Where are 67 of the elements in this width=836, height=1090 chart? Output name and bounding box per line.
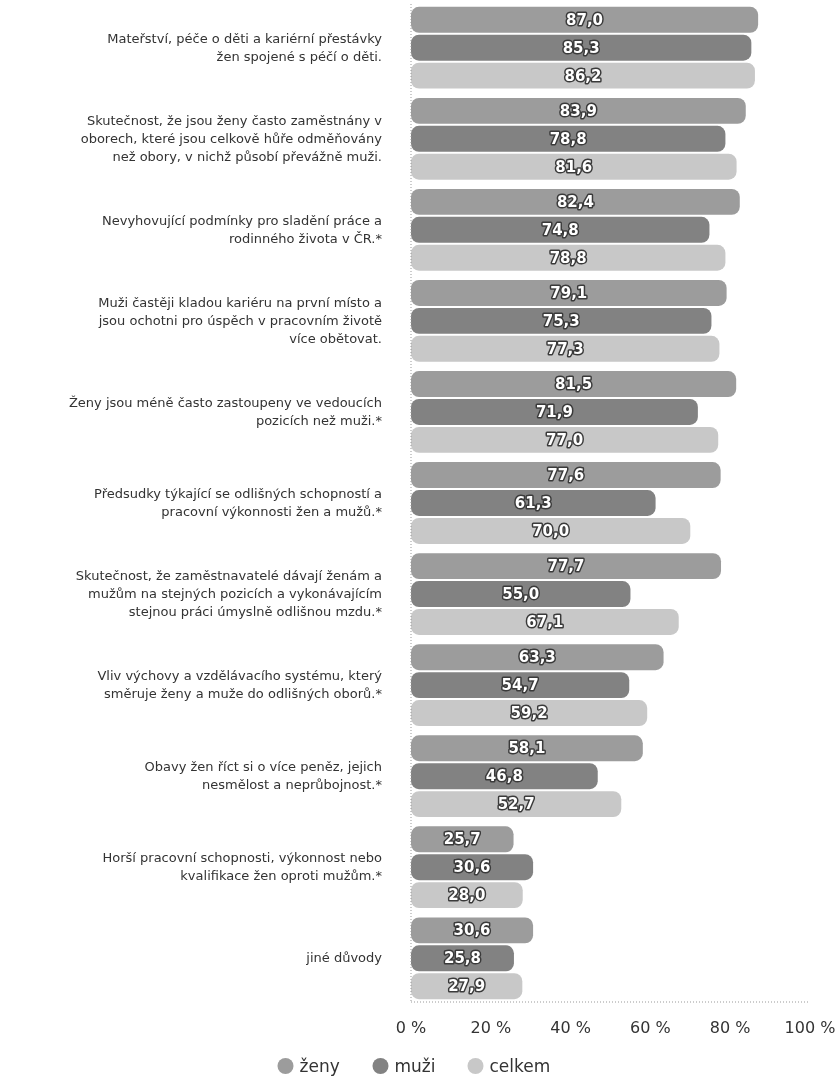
data-label: 25,8 [443, 949, 481, 968]
data-label: 25,7 [443, 830, 481, 849]
legend-label: muži [394, 1056, 436, 1076]
y-tick-label: Předsudky týkající se odlišných schopností a pracovní výkonnosti žen a mužů.* [94, 486, 383, 519]
bar [411, 216, 710, 243]
bar [411, 672, 630, 699]
x-tick-label: 20 % [470, 1018, 512, 1037]
y-tick-label: Horší pracovní schopnosti, výkonnost nebo kvalifikace žen oproti mužům.* [102, 850, 383, 884]
bar [411, 153, 737, 180]
y-tick-label: Skutečnost, že zaměstnavatelé dávají ženám a mužům na stejných pozicích a vykonávajícím stejnou práci úmyslně odlišnou mzdu.* [75, 568, 383, 620]
bar [411, 34, 752, 61]
x-tick-label: 100 % [784, 1018, 836, 1037]
data-label: 79,1 [550, 283, 588, 302]
data-label: 83,9 [559, 101, 597, 120]
data-label: 54,7 [501, 676, 539, 695]
bar [411, 244, 726, 271]
data-label: 46,8 [485, 767, 523, 786]
bar [411, 62, 755, 89]
bar [411, 307, 712, 334]
x-tick-label: 60 % [630, 1018, 671, 1037]
data-label: 77,6 [547, 466, 585, 485]
x-tick-label: 80 % [709, 1018, 751, 1037]
x-tick-label: 0 % [395, 1018, 427, 1037]
bar [411, 517, 691, 544]
y-tick-label: jiné důvody [305, 950, 383, 966]
y-tick-label: Nevyhovující podmínky pro sladění práce a rodinného života v ČR.* [101, 212, 383, 246]
bar [411, 700, 648, 726]
data-label: 78,8 [549, 129, 587, 148]
data-label: 70,0 [532, 521, 570, 540]
y-tick-label: Mateřství, péče o děti a kariérní přestávky žen spojené s péčí o děti. [107, 30, 383, 64]
data-label: 75,3 [542, 311, 580, 330]
legend-label: celkem [489, 1056, 551, 1076]
data-label: 81,5 [555, 375, 593, 394]
y-tick-label: Muži častěji kladou kariéru na první místo a jsou ochotni pro úspěch v pracovním životě více obětovat. [97, 294, 382, 346]
bar [411, 125, 726, 152]
data-label: 85,3 [562, 38, 600, 57]
data-label: 58,1 [508, 739, 546, 758]
y-tick-label: Skutečnost, že jsou ženy často zaměstnány v oborech, které jsou celkově hůře odměňovány než obory, v nichž působí převážně muži. [80, 112, 383, 164]
y-tick-label: Obavy žen říct si o více peněz, jejich nesmělost a neprůbojnost.* [144, 759, 383, 793]
data-label: 77,3 [546, 339, 584, 358]
data-label: 63,3 [518, 648, 556, 667]
data-label: 82,4 [556, 192, 594, 211]
data-label: 71,9 [535, 402, 573, 421]
data-label: 27,9 [448, 977, 486, 996]
y-tick-label: Vliv výchovy a vzdělávacího systému, který směruje ženy a muže do odlišných oborů.* [97, 668, 383, 702]
data-label: 30,6 [453, 858, 491, 877]
data-label: 28,0 [448, 886, 486, 905]
x-tick-label: 40 % [550, 1018, 591, 1037]
data-label: 86,2 [564, 66, 602, 85]
data-label: 77,0 [546, 430, 584, 449]
data-label: 61,3 [514, 494, 552, 512]
bar [411, 335, 720, 362]
data-label: 74,8 [541, 220, 579, 239]
data-label: 52,7 [497, 795, 535, 814]
bar [411, 609, 679, 635]
y-tick-label: Ženy jsou méně často zastoupeny ve vedoucích pozicích než muži.* [68, 394, 383, 428]
data-label: 78,8 [549, 248, 587, 267]
data-label: 87,0 [566, 10, 604, 29]
bar [411, 490, 656, 516]
data-label: 59,2 [510, 704, 548, 723]
data-label: 30,6 [453, 921, 491, 940]
data-label: 67,1 [526, 612, 564, 631]
data-label: 55,0 [502, 585, 540, 604]
bar [411, 426, 719, 453]
data-label: 77,7 [547, 557, 585, 576]
legend-label: ženy [299, 1056, 340, 1076]
bar [411, 398, 698, 425]
